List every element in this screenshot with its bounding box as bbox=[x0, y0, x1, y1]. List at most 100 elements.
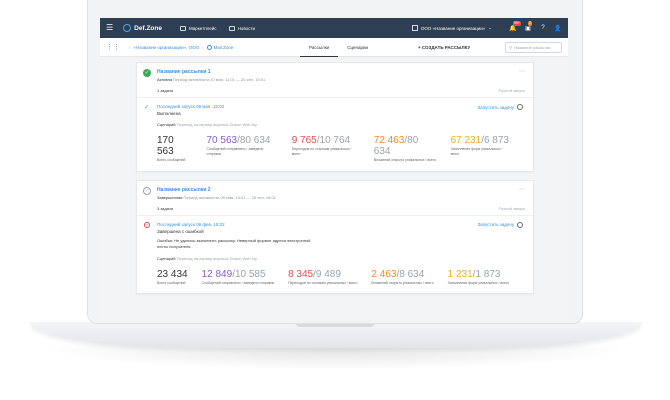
scenario-label: Сценарий bbox=[157, 255, 176, 261]
help-button[interactable]: ? bbox=[539, 24, 547, 32]
active-status-icon: ✓ bbox=[143, 69, 151, 77]
stat-sent: 70 563/80 634 Сообщений отправлено / зав… bbox=[207, 135, 278, 163]
more-options-icon[interactable]: ⋯ bbox=[519, 69, 525, 75]
megaphone-icon bbox=[228, 25, 235, 31]
launch-task-label: Запустить задачу bbox=[477, 222, 514, 227]
stat-label: Всего сообщений bbox=[157, 280, 186, 285]
scenario-text: Переход на сервер ворлоса Dubon Web fop bbox=[176, 122, 258, 127]
tasks-icon: ▣ bbox=[525, 25, 531, 32]
tab-scenarios-label: Сценарии bbox=[347, 45, 369, 50]
mailing-card: ✓ Название рассылки 1 Активна Период акт… bbox=[136, 62, 534, 172]
stat-value: 2 463 bbox=[371, 268, 397, 280]
create-mailing-button[interactable]: + СОЗДАТЬ РАССЫЛКУ bbox=[418, 38, 470, 57]
apps-grid-icon[interactable]: ⋮⋮ bbox=[106, 44, 120, 51]
search-icon: ⚲ bbox=[509, 45, 512, 50]
stat-clicks: 8 345/9 489 Переходов по ссылкам уникаль… bbox=[288, 269, 357, 286]
chevron-down-icon: ⌄ bbox=[488, 25, 492, 30]
stat-total-value: /8 634 bbox=[396, 268, 425, 280]
stat-label: Заполнения форм уникальных / всего bbox=[450, 147, 503, 156]
nav-news-label: Новости bbox=[237, 25, 255, 31]
stat-value: 72 463 bbox=[373, 135, 405, 146]
stat-total: 23 434 Всего сообщений bbox=[157, 269, 188, 286]
mailing-name[interactable]: Название рассылки 2 bbox=[157, 186, 211, 193]
search-placeholder: Название рассылки bbox=[513, 45, 551, 50]
launch-mode: Ручной запуск bbox=[498, 88, 525, 93]
nav-marketplace-label: Маркетплейс bbox=[188, 25, 217, 31]
last-run-title[interactable]: Последний запуск 09 мая, 15:02 bbox=[157, 104, 225, 109]
mailing-meta: Завершенная Период активности 09 мая, 15… bbox=[157, 195, 525, 200]
mailing-name[interactable]: Название рассылки 1 bbox=[157, 69, 211, 75]
top-navbar: ☰ Def.Zone Маркетплейс Новости ООО «Назв… bbox=[100, 18, 568, 38]
jobs-count: 1 задача bbox=[157, 88, 174, 93]
mailing-period: Период активности 20 мая, 11:01 — 20 сен… bbox=[173, 77, 266, 82]
mailing-state: Активна bbox=[157, 77, 173, 82]
tabs: Рассылки Сценарии bbox=[300, 38, 377, 57]
stat-label: Сообщений отправлено / заведено отправок bbox=[201, 280, 275, 285]
stat-label: Вложений открыто уникальных / всего bbox=[371, 280, 434, 285]
search-input[interactable]: ⚲ Название рассылки bbox=[505, 42, 562, 53]
stats-row: 23 434 Всего сообщений 12 849/10 585 Соо… bbox=[157, 269, 525, 286]
breadcrumb-mail-zone[interactable]: Mail.Zone bbox=[213, 44, 234, 50]
mailing-meta: Активна Период активности 20 мая, 11:01 … bbox=[157, 77, 525, 82]
chevron-right-icon: › bbox=[202, 44, 204, 50]
mail-zone-icon bbox=[206, 44, 212, 50]
tab-mailings[interactable]: Рассылки bbox=[300, 38, 339, 57]
profile-button[interactable]: 👤 bbox=[554, 24, 562, 32]
error-icon: × bbox=[144, 221, 150, 228]
stat-label: Всего сообщений bbox=[157, 158, 186, 162]
last-run-title[interactable]: Последний запуск 09 фев, 15:02 bbox=[157, 221, 225, 227]
stat-value: 67 231 bbox=[450, 135, 482, 146]
stat-value: 12 849 bbox=[201, 268, 233, 280]
scenario-label: Сценарий bbox=[157, 122, 176, 127]
notifications-button[interactable]: 🔔 99+ bbox=[509, 21, 521, 32]
stat-sent: 12 849/10 585 Сообщений отправлено / зав… bbox=[202, 269, 275, 286]
completed-status-icon: ✓ bbox=[143, 186, 151, 195]
nav-news[interactable]: Новости bbox=[228, 25, 255, 31]
stat-label: Переходов по ссылкам уникальных / всего bbox=[288, 280, 358, 285]
stat-total-value: /10 585 bbox=[232, 268, 266, 280]
user-icon: 👤 bbox=[554, 25, 562, 32]
error-message: Ошибка: Не удалось выполнить рассылку. Н… bbox=[157, 237, 311, 249]
stat-forms: 1 231/1 873 Заполнения форм уникальных /… bbox=[448, 269, 510, 286]
stat-label: Переходов по ссылкам уникальных / всего bbox=[291, 147, 352, 156]
scenario-line: Сценарий Переход на сервер ворлоса Dubon… bbox=[157, 122, 525, 127]
launch-task-label: Запустить задачу bbox=[477, 104, 514, 110]
stat-value: 70 563 bbox=[206, 135, 238, 146]
jobs-count: 3 задачи bbox=[157, 205, 174, 211]
tasks-badge: 2 bbox=[528, 21, 532, 26]
logo-text: Def.Zone bbox=[134, 24, 162, 32]
stats-row: 170 563 Всего сообщений 70 563/80 634 Со… bbox=[157, 135, 525, 163]
launch-task-button[interactable]: Запустить задачу bbox=[477, 104, 523, 110]
launch-task-button[interactable]: Запустить задачу bbox=[477, 221, 523, 228]
scenario-text: Переход на сервер ворлоса Dubon Web fop bbox=[176, 255, 258, 261]
bell-icon: 🔔 bbox=[509, 25, 517, 32]
last-run-status: Выполнена bbox=[157, 111, 181, 116]
mailing-state: Завершенная bbox=[157, 194, 183, 200]
stat-clicks: 9 765/10 764 Переходов по ссылкам уникал… bbox=[292, 135, 360, 163]
more-options-icon[interactable]: ⋯ bbox=[519, 186, 525, 193]
stat-label: Сообщений отправлено / заведено отправок bbox=[206, 147, 264, 156]
app-logo[interactable]: Def.Zone bbox=[123, 24, 162, 32]
stat-forms: 67 231/6 873 Заполнения форм уникальных … bbox=[451, 135, 511, 163]
create-mailing-label: + СОЗДАТЬ РАССЫЛКУ bbox=[418, 45, 471, 50]
stat-total-value: /80 634 bbox=[373, 135, 419, 157]
play-icon bbox=[517, 221, 523, 228]
stat-value: 8 345 bbox=[288, 268, 314, 280]
nav-marketplace[interactable]: Маркетплейс bbox=[179, 25, 217, 31]
tasks-button[interactable]: ▣ 2 bbox=[524, 21, 532, 32]
stat-total-value: /80 634 bbox=[237, 135, 271, 146]
stat-total-value: /10 764 bbox=[316, 135, 351, 146]
hamburger-menu-icon[interactable]: ☰ bbox=[106, 23, 114, 32]
organization-selector[interactable]: ООО «Название организации» ⌄ bbox=[411, 25, 492, 31]
stat-value: 170 563 bbox=[157, 135, 174, 157]
mailings-list: ✓ Название рассылки 1 Активна Период акт… bbox=[136, 62, 534, 302]
logo-mark-icon bbox=[123, 24, 132, 32]
play-icon bbox=[517, 104, 523, 110]
stat-label: Заполнения форм уникальных / всего bbox=[447, 280, 510, 285]
stat-value: 1 231 bbox=[447, 268, 473, 280]
launch-mode: Ручной запуск bbox=[498, 205, 525, 211]
breadcrumb-organization[interactable]: «Название организации», ООО bbox=[133, 44, 200, 50]
notifications-badge: 99+ bbox=[513, 21, 521, 26]
last-run-status: Завершена с ошибкой bbox=[157, 228, 204, 234]
tab-scenarios[interactable]: Сценарии bbox=[338, 38, 377, 57]
